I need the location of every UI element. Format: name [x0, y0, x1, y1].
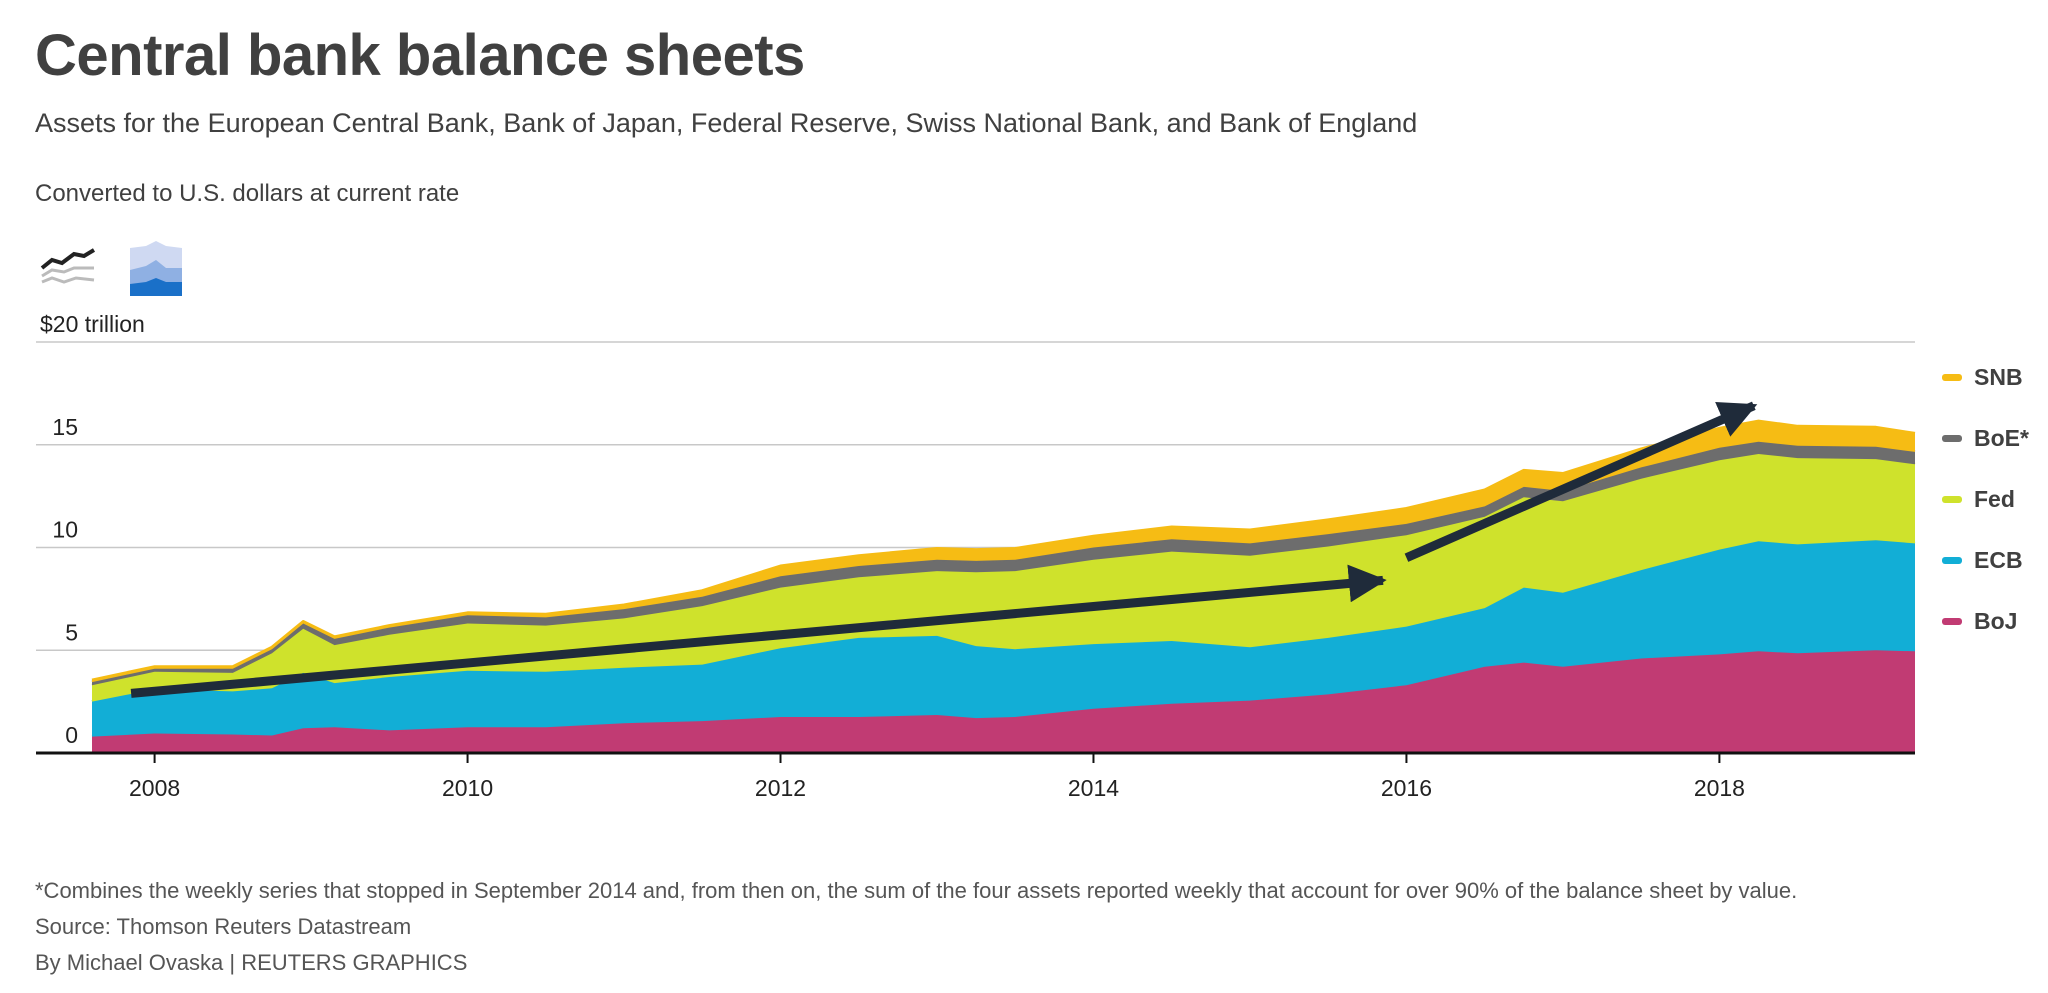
- legend-swatch: [1942, 434, 1962, 442]
- legend-item-fed[interactable]: Fed: [1942, 484, 2015, 514]
- x-tick-label: 2010: [442, 775, 493, 801]
- line-chart-toggle-button[interactable]: [38, 238, 98, 296]
- source-note: Source: Thomson Reuters Datastream: [35, 914, 412, 939]
- legend-item-ecb[interactable]: ECB: [1942, 545, 2023, 575]
- legend-label: ECB: [1974, 546, 2023, 573]
- trend-arrow: [130, 564, 1387, 698]
- chart-title: Central bank balance sheets: [35, 23, 805, 88]
- y-tick-label: 0: [65, 722, 78, 748]
- legend-swatch: [1942, 556, 1962, 564]
- y-tick-label: 10: [52, 517, 78, 543]
- legend-item-snb[interactable]: SNB: [1942, 362, 2023, 392]
- credit-line: By Michael Ovaska | REUTERS GRAPHICS: [35, 950, 468, 975]
- area-chart-toggle-button[interactable]: [126, 238, 186, 296]
- chart-note: Converted to U.S. dollars at current rat…: [35, 180, 460, 207]
- legend-label: SNB: [1974, 363, 2023, 390]
- legend-label: Fed: [1974, 485, 2015, 512]
- y-tick-label: $20 trillion: [40, 311, 145, 337]
- x-tick-label: 2008: [129, 775, 180, 801]
- x-tick-label: 2016: [1381, 775, 1432, 801]
- stacked-area-chart-icon: [130, 241, 182, 296]
- trend-arrow: [1404, 401, 1758, 562]
- x-tick-label: 2012: [755, 775, 806, 801]
- x-tick-label: 2018: [1694, 775, 1745, 801]
- area-snb: [92, 421, 1915, 683]
- line-chart-icon: [40, 248, 96, 284]
- legend-swatch: [1942, 617, 1962, 625]
- chart-subtitle: Assets for the European Central Bank, Ba…: [35, 108, 1418, 138]
- y-tick-label: 5: [65, 619, 78, 645]
- stacked-area-chart: 0 5 10 15 $20 trillion 2008 2010 2012 2014 2016 20…: [36, 311, 1916, 801]
- legend-item-boe[interactable]: BoE*: [1942, 423, 2029, 453]
- x-tick-label: 2014: [1068, 775, 1119, 801]
- legend-label: BoJ: [1974, 607, 2018, 634]
- legend-item-boj[interactable]: BoJ: [1942, 606, 2017, 636]
- footnote: *Combines the weekly series that stopped…: [35, 878, 1798, 903]
- area-boe: [92, 441, 1915, 686]
- area-fed: [92, 454, 1915, 702]
- legend-swatch: [1942, 373, 1962, 381]
- line-ecb: [91, 538, 1916, 704]
- legend-swatch: [1942, 495, 1962, 503]
- y-tick-label: 15: [52, 414, 78, 440]
- area-ecb: [92, 540, 1915, 737]
- legend-label: BoE*: [1974, 424, 2029, 451]
